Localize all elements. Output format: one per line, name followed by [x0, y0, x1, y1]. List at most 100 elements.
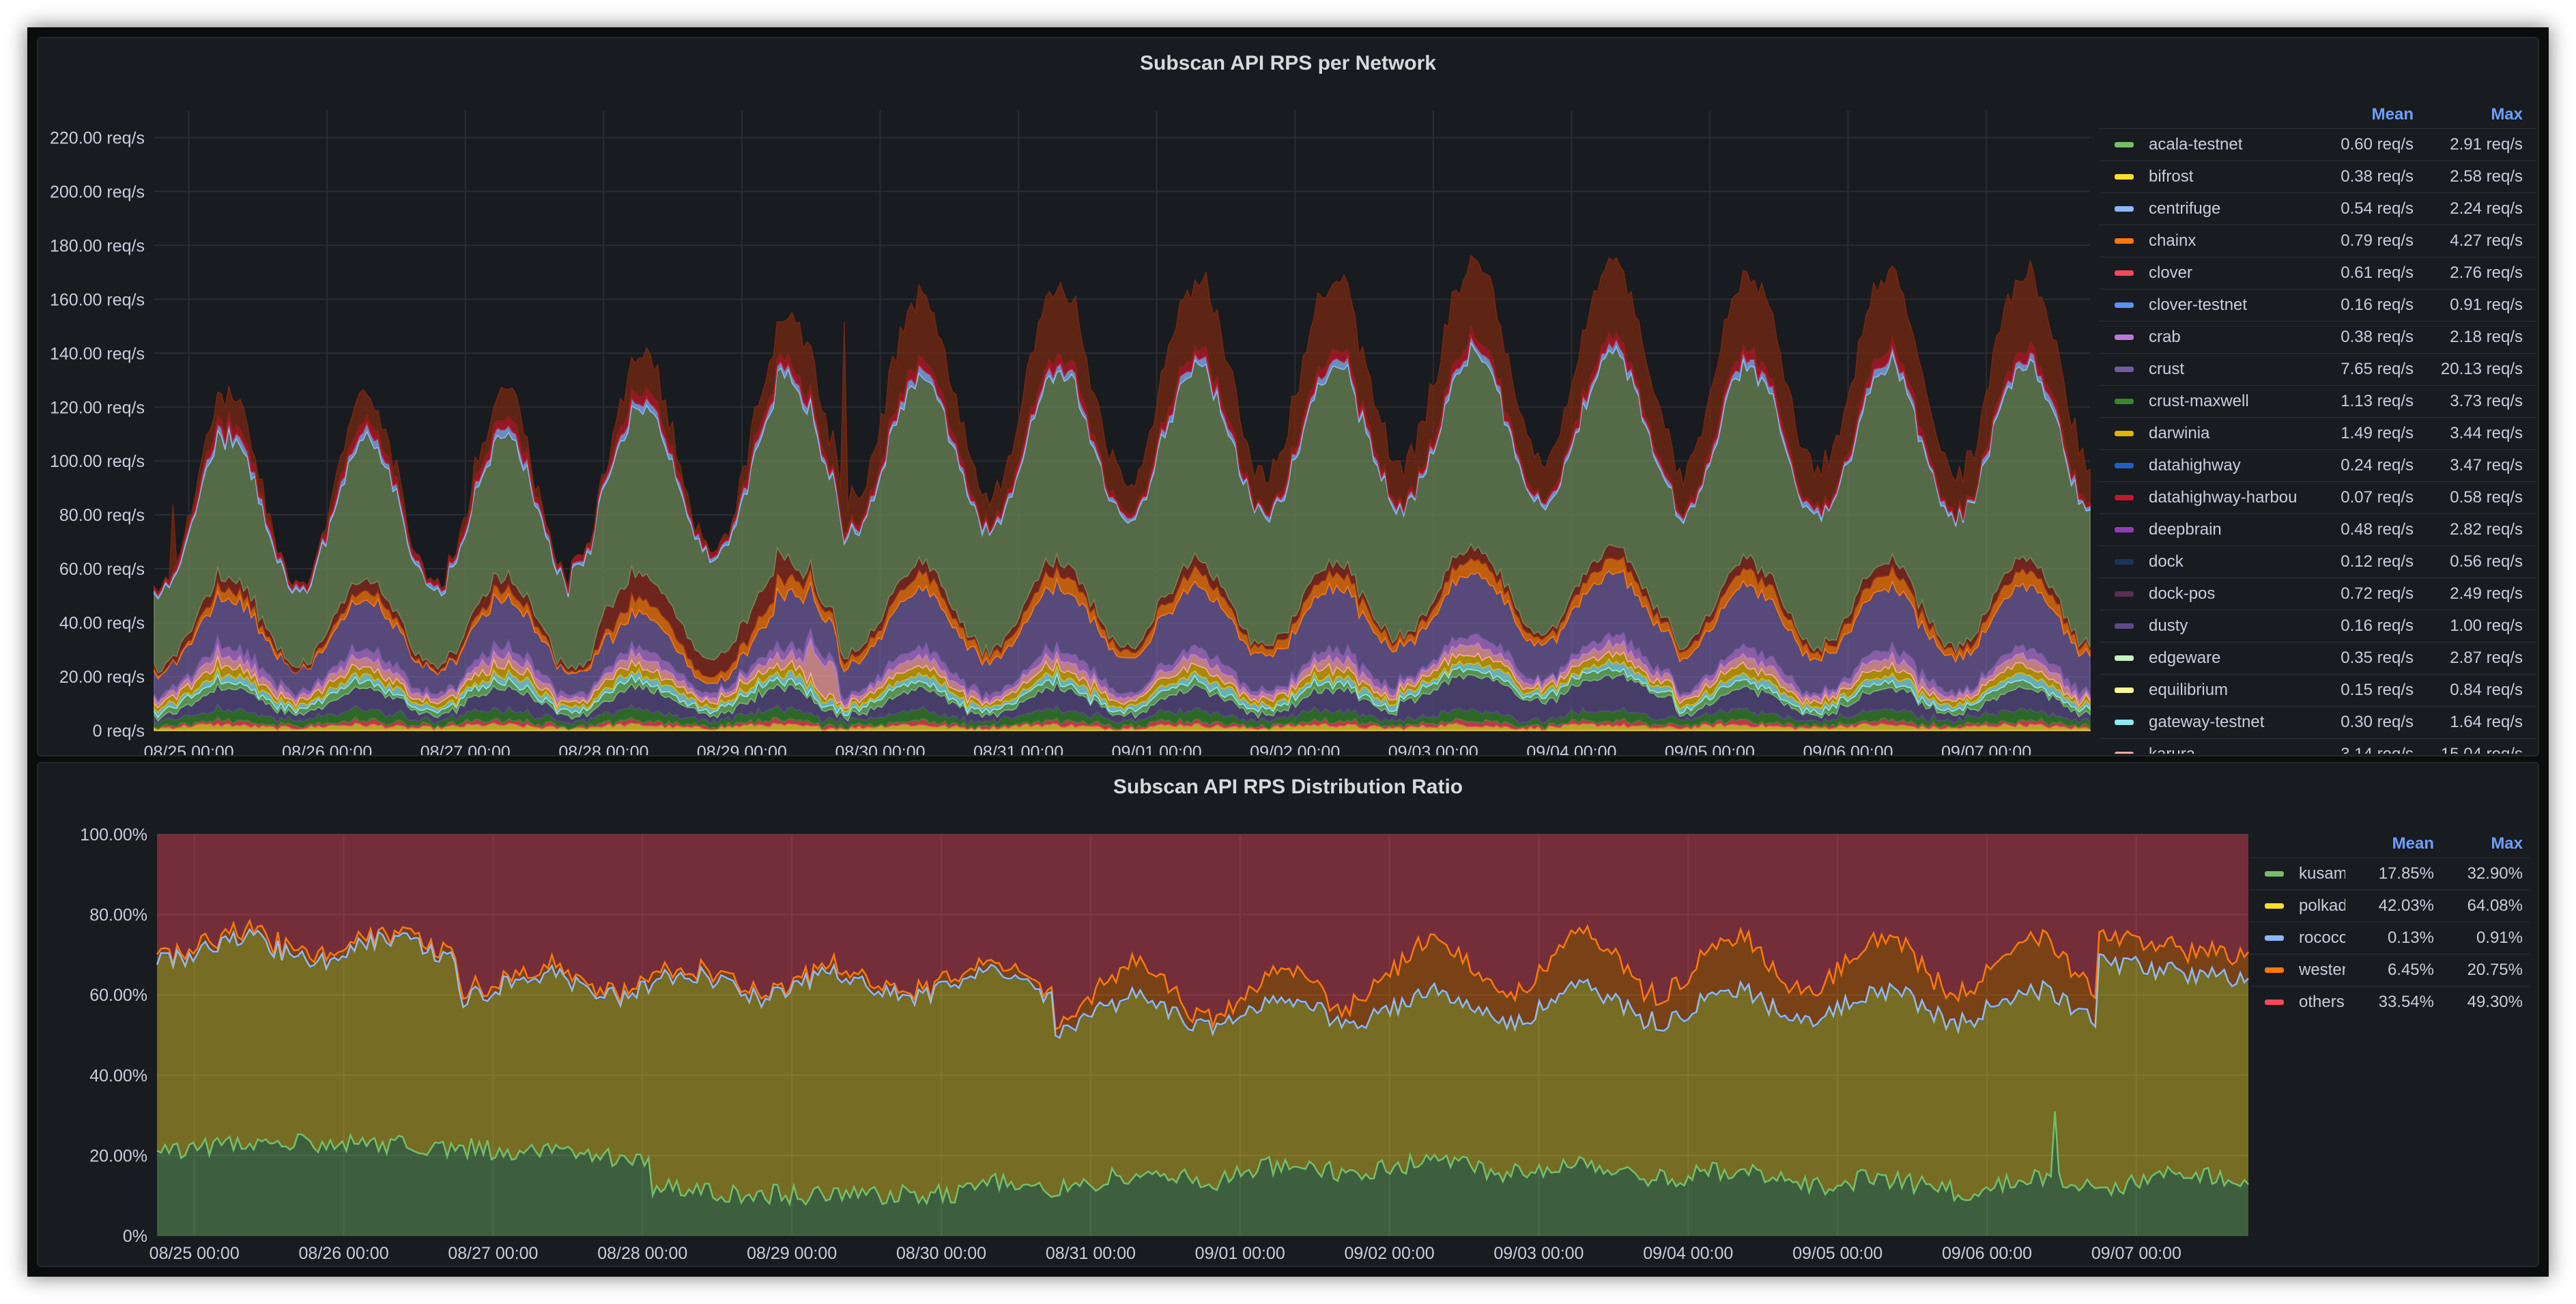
- area-band: [157, 931, 2248, 1205]
- panel-title[interactable]: Subscan API RPS Distribution Ratio: [1113, 776, 1463, 798]
- x-tick-label: 08/31 00:00: [1046, 1244, 1136, 1263]
- legend-item[interactable]: bifrost 0.38 req/s 2.58 req/s: [2100, 160, 2536, 193]
- legend-item[interactable]: dusty 0.16 req/s 1.00 req/s: [2100, 610, 2536, 642]
- x-tick-label: 08/29 00:00: [697, 743, 787, 755]
- legend-max-value: 2.18 req/s: [2450, 328, 2523, 346]
- x-tick-label: 09/04 00:00: [1526, 743, 1616, 755]
- legend-series-name: datahighway-harbour: [2149, 488, 2298, 507]
- legend-item[interactable]: datahighway-harbour 0.07 req/s 0.58 req/s: [2100, 481, 2536, 513]
- legend-series-name: rococo: [2299, 929, 2345, 947]
- legend-item[interactable]: clover-testnet 0.16 req/s 0.91 req/s: [2100, 289, 2536, 321]
- legend-item[interactable]: crust 7.65 req/s 20.13 req/s: [2100, 353, 2536, 385]
- x-tick-label: 09/06 00:00: [1942, 1244, 2032, 1263]
- legend-mean-value: 0.12 req/s: [2341, 552, 2414, 571]
- legend-series-name: others: [2299, 993, 2345, 1011]
- panel-distribution-ratio: Subscan API RPS Distribution Ratio 0% 20.…: [37, 762, 2539, 1267]
- legend-max-value: 2.91 req/s: [2450, 135, 2523, 154]
- area-band: [157, 920, 2248, 1038]
- legend-item[interactable]: datahighway 0.24 req/s 3.47 req/s: [2100, 449, 2536, 481]
- legend-swatch: [2265, 1000, 2284, 1005]
- legend-max-value: 0.84 req/s: [2450, 681, 2523, 699]
- legend-max-value: 2.87 req/s: [2450, 649, 2523, 667]
- legend-header-max[interactable]: Max: [2491, 105, 2523, 124]
- legend-header-mean[interactable]: Mean: [2371, 105, 2414, 124]
- x-tick-label: 09/07 00:00: [1941, 743, 2031, 755]
- legend-max-value: 1.00 req/s: [2450, 616, 2523, 635]
- legend-series-name: deepbrain: [2149, 520, 2222, 539]
- legend-mean-value: 0.16 req/s: [2341, 296, 2414, 314]
- legend-item[interactable]: dock-pos 0.72 req/s 2.49 req/s: [2100, 578, 2536, 610]
- legend-max-value: 15.04 req/s: [2414, 745, 2536, 754]
- x-tick-label: 09/01 00:00: [1195, 1244, 1285, 1263]
- legend-series-name: datahighway: [2149, 456, 2241, 474]
- legend-mean-value: 7.65 req/s: [2341, 360, 2414, 378]
- legend-series-name: gateway-testnet: [2149, 713, 2265, 731]
- y-tick-label: 20.00 req/s: [59, 668, 145, 687]
- legend-series-name: edgeware: [2149, 649, 2221, 667]
- x-tick-label: 08/29 00:00: [747, 1244, 837, 1263]
- legend-mean-value: 0.61 req/s: [2341, 264, 2414, 282]
- legend-item[interactable]: crust-maxwell 1.13 req/s 3.73 req/s: [2100, 385, 2536, 417]
- legend-item[interactable]: centrifuge 0.54 req/s 2.24 req/s: [2100, 193, 2536, 225]
- legend-item[interactable]: crab 0.38 req/s 2.18 req/s: [2100, 321, 2536, 353]
- x-tick-label: 09/05 00:00: [1792, 1244, 1883, 1263]
- legend-mean-value: 0.30 req/s: [2341, 713, 2414, 731]
- ratio-area-chart[interactable]: 0% 20.00% 40.00% 60.00% 80.00% 100.00% 08/25 0…: [38, 763, 2250, 1266]
- y-tick-label: 80.00%: [89, 906, 147, 925]
- legend-item[interactable]: gateway-testnet 0.30 req/s 1.64 req/s: [2100, 706, 2536, 738]
- legend-item[interactable]: westend 6.45% 20.75%: [2250, 954, 2530, 986]
- legend-item[interactable]: karura3.14 req/s15.04 req/s: [2100, 738, 2536, 754]
- legend-series-name: clover-testnet: [2149, 296, 2248, 314]
- legend-series-name: darwinia: [2149, 424, 2210, 442]
- legend-mean-value: 33.54%: [2378, 993, 2434, 1011]
- legend-series-name: dusty: [2149, 616, 2188, 635]
- legend-header-max[interactable]: Max: [2491, 834, 2523, 853]
- legend-series-name: equilibrium: [2149, 681, 2229, 699]
- legend-item[interactable]: chainx 0.79 req/s 4.27 req/s: [2100, 225, 2536, 257]
- legend-series-name: kusama: [2299, 864, 2345, 883]
- x-tick-label: 09/04 00:00: [1643, 1244, 1733, 1263]
- legend-max-value: 64.08%: [2467, 896, 2523, 915]
- legend-series-name: chainx: [2149, 231, 2196, 250]
- legend-item[interactable]: equilibrium 0.15 req/s 0.84 req/s: [2100, 674, 2536, 706]
- legend-swatch: [2115, 270, 2134, 276]
- legend-item[interactable]: edgeware 0.35 req/s 2.87 req/s: [2100, 642, 2536, 674]
- legend-header: Mean Max: [2100, 101, 2536, 128]
- legend-mean-value: 0.60 req/s: [2341, 135, 2414, 154]
- legend-swatch: [2265, 935, 2284, 941]
- x-tick-label: 08/26 00:00: [282, 743, 372, 755]
- legend-item[interactable]: others 33.54% 49.30%: [2250, 986, 2530, 1018]
- legend-swatch: [2115, 623, 2134, 629]
- legend-mean-value: 1.13 req/s: [2341, 392, 2414, 410]
- x-tick-label: 08/26 00:00: [299, 1244, 389, 1263]
- legend-max-value: 3.73 req/s: [2450, 392, 2523, 410]
- legend-mean-value: 0.07 req/s: [2341, 488, 2414, 507]
- legend-swatch: [2115, 495, 2134, 500]
- rps-area-chart[interactable]: 0 req/s 20.00 req/s 40.00 req/s 60.00 req/s…: [38, 38, 2093, 755]
- x-tick-label: 09/06 00:00: [1803, 743, 1893, 755]
- legend-max-value: 3.44 req/s: [2450, 424, 2523, 442]
- x-tick-label: 08/28 00:00: [558, 743, 648, 755]
- legend-swatch: [2115, 463, 2134, 468]
- legend-ratio: Mean Max kusama 17.85% 32.90% polkadot 42.03% 6…: [2250, 830, 2530, 1240]
- legend-item[interactable]: deepbrain 0.48 req/s 2.82 req/s: [2100, 513, 2536, 545]
- x-tick-label: 08/31 00:00: [973, 743, 1063, 755]
- legend-item[interactable]: clover 0.61 req/s 2.76 req/s: [2100, 257, 2536, 289]
- legend-series-name: crust-maxwell: [2149, 392, 2249, 410]
- legend-item[interactable]: acala-testnet 0.60 req/s 2.91 req/s: [2100, 128, 2536, 160]
- legend-item[interactable]: dock 0.12 req/s 0.56 req/s: [2100, 545, 2536, 578]
- legend-item[interactable]: rococo 0.13% 0.91%: [2250, 922, 2530, 954]
- legend-swatch: [2115, 335, 2134, 340]
- x-tick-label: 08/25 00:00: [149, 1244, 240, 1263]
- y-tick-label: 0%: [123, 1227, 147, 1246]
- legend-item[interactable]: darwinia 1.49 req/s 3.44 req/s: [2100, 417, 2536, 449]
- legend-max-value: 32.90%: [2467, 864, 2523, 883]
- panel-rps-per-network: Subscan API RPS per Network 0 req/s 20.00…: [37, 37, 2539, 756]
- legend-mean-value: 0.15 req/s: [2341, 681, 2414, 699]
- legend-header-mean[interactable]: Mean: [2392, 834, 2434, 853]
- legend-item[interactable]: polkadot 42.03% 64.08%: [2250, 890, 2530, 922]
- legend-max-value: 49.30%: [2467, 993, 2523, 1011]
- panel-title[interactable]: Subscan API RPS per Network: [1139, 52, 1436, 74]
- x-tick-label: 09/03 00:00: [1388, 743, 1478, 755]
- legend-item[interactable]: kusama 17.85% 32.90%: [2250, 857, 2530, 890]
